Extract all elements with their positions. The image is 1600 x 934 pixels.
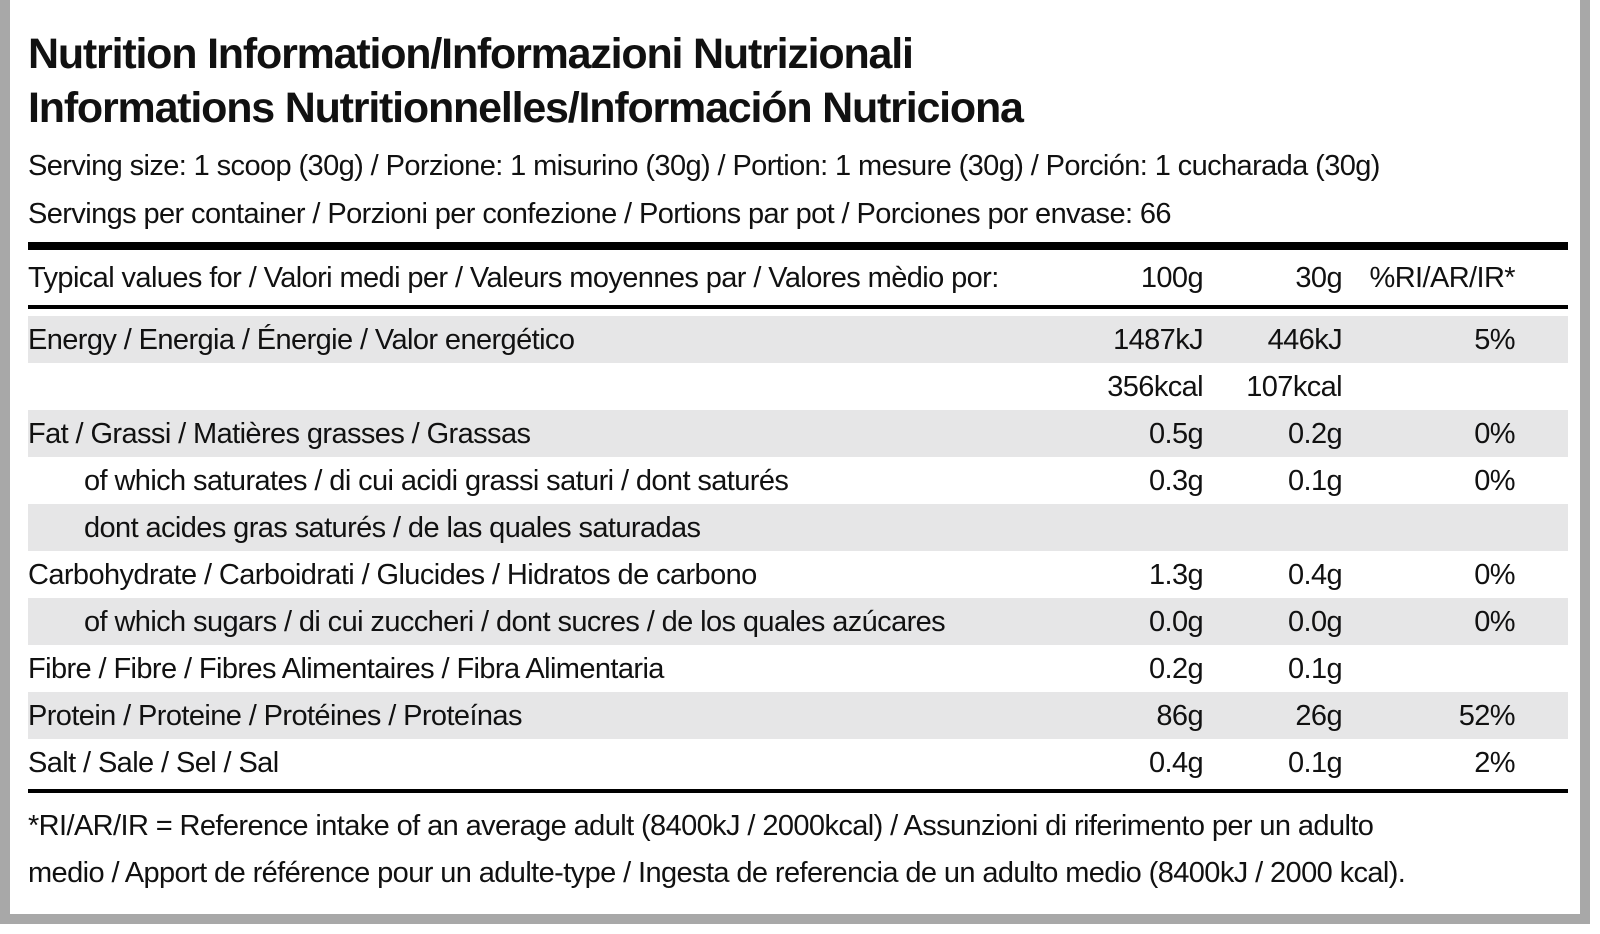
value-ri: 2% xyxy=(1474,747,1515,779)
value-100g: 0.3g xyxy=(1148,465,1204,497)
value-30g: 446kJ xyxy=(1267,324,1343,356)
serving-info: Serving size: 1 scoop (30g) / Porzione: … xyxy=(28,150,1380,182)
rule xyxy=(28,789,1568,793)
row-label: of which sugars / di cui zuccheri / dont… xyxy=(84,606,946,638)
title: Informations Nutritionnelles/Información… xyxy=(28,84,1024,132)
value-30g: 0.1g xyxy=(1287,747,1343,779)
rule xyxy=(28,242,1568,250)
value-100g: 1.3g xyxy=(1148,559,1204,591)
value-30g: 0.1g xyxy=(1287,465,1343,497)
row-label: Energy / Energia / Énergie / Valor energ… xyxy=(28,324,575,356)
footnote: medio / Apport de référence pour un adul… xyxy=(28,857,1406,889)
value-30g: 0.4g xyxy=(1287,559,1343,591)
row-label: Fibre / Fibre / Fibres Alimentaires / Fi… xyxy=(28,653,664,685)
value-30g: 0.1g xyxy=(1287,653,1343,685)
column-header: 100g xyxy=(1140,262,1204,294)
value-30g: 0.2g xyxy=(1287,418,1343,450)
row-band xyxy=(28,692,1568,739)
value-100g: 0.0g xyxy=(1148,606,1204,638)
row-band xyxy=(28,598,1568,645)
column-header: %RI/AR/IR* xyxy=(1369,262,1516,294)
value-ri: 0% xyxy=(1474,606,1515,638)
value-100g: 1487kJ xyxy=(1113,324,1204,356)
value-ri: 0% xyxy=(1474,559,1515,591)
value-ri: 5% xyxy=(1474,324,1515,356)
value-30g: 0.0g xyxy=(1287,606,1343,638)
value-100g: 0.4g xyxy=(1148,747,1204,779)
row-band xyxy=(28,316,1568,363)
row-label: of which saturates / di cui acidi grassi… xyxy=(84,465,789,497)
row-label: dont acides gras saturés / de las quales… xyxy=(84,512,701,544)
value-100g: 0.2g xyxy=(1148,653,1204,685)
value-ri: 0% xyxy=(1474,465,1515,497)
row-label: Salt / Sale / Sel / Sal xyxy=(28,747,279,779)
row-band xyxy=(28,410,1568,457)
value-ri: 0% xyxy=(1474,418,1515,450)
row-label: Carbohydrate / Carboidrati / Glucides / … xyxy=(28,559,757,591)
value-30g: 107kcal xyxy=(1246,371,1342,403)
column-header: 30g xyxy=(1295,262,1342,294)
column-header: Typical values for / Valori medi per / V… xyxy=(28,262,999,294)
footnote: *RI/AR/IR = Reference intake of an avera… xyxy=(28,810,1374,842)
value-ri: 52% xyxy=(1458,700,1516,732)
title: Nutrition Information/Informazioni Nutri… xyxy=(28,30,914,78)
serving-info: Servings per container / Porzioni per co… xyxy=(28,198,1172,230)
rule xyxy=(28,305,1568,309)
row-label: Protein / Proteine / Protéines / Proteín… xyxy=(28,700,522,732)
value-30g: 26g xyxy=(1295,700,1342,732)
value-100g: 356kcal xyxy=(1107,371,1203,403)
row-label: Fat / Grassi / Matières grasses / Grassa… xyxy=(28,418,531,450)
row-band xyxy=(28,504,1568,551)
value-100g: 0.5g xyxy=(1148,418,1204,450)
value-100g: 86g xyxy=(1156,700,1203,732)
